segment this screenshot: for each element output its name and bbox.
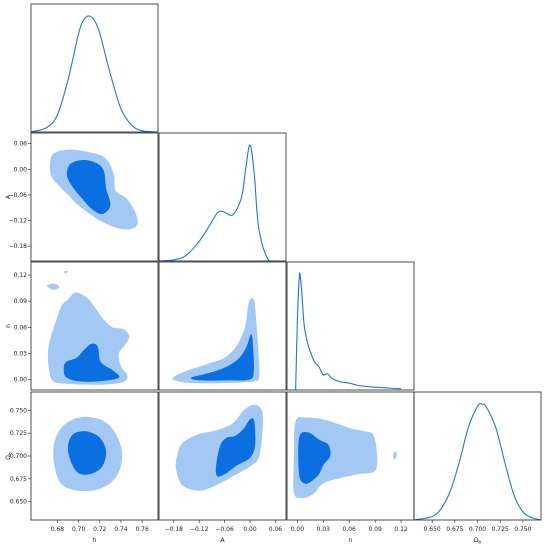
panel-frame xyxy=(158,261,287,391)
marginal-curve-h xyxy=(31,15,158,132)
panel-frame xyxy=(286,261,415,391)
y-tick-label: −0.06 xyxy=(9,192,28,199)
x-tick-label: 0.06 xyxy=(343,526,357,533)
marginal-A xyxy=(159,144,286,261)
y-tick-label: 0.700 xyxy=(10,453,27,460)
x-axis-label-Omega_b: Ωb xyxy=(474,537,482,545)
x-axis-label-n: n xyxy=(349,537,353,544)
y-tick-label: 0.00 xyxy=(14,166,28,173)
contour-panel-h-Omega_b xyxy=(53,416,123,492)
y-axis-label-A: A xyxy=(5,194,12,199)
contour-95-island xyxy=(63,270,69,274)
panel-frame xyxy=(30,132,159,262)
x-tick-label: 0.725 xyxy=(492,526,509,533)
contour-panel-h-A xyxy=(49,149,138,230)
x-tick-label: 0.12 xyxy=(394,526,408,533)
contour-panel-n-Omega_b xyxy=(293,417,397,499)
y-tick-label: 0.00 xyxy=(14,377,28,384)
x-tick-label: 0.68 xyxy=(51,526,65,533)
y-tick-label: 0.650 xyxy=(10,499,27,506)
y-axis-label-n: n xyxy=(5,324,12,328)
contour-68-A-n xyxy=(190,334,255,381)
y-axis-label-Omega_b: Ωb xyxy=(5,452,14,460)
contour-68-h-n xyxy=(63,343,120,382)
x-tick-label: 0.09 xyxy=(368,526,382,533)
y-tick-label: 0.12 xyxy=(14,272,28,279)
x-tick-label: 0.06 xyxy=(269,526,283,533)
x-tick-label: 0.03 xyxy=(317,526,331,533)
contour-68-n-Omega_b xyxy=(298,431,331,484)
panel-frame xyxy=(413,391,542,521)
x-tick-label: 0.650 xyxy=(424,526,441,533)
marginal-n xyxy=(295,272,402,390)
y-tick-label: −0.18 xyxy=(9,243,28,250)
y-tick-label: 0.06 xyxy=(14,324,28,331)
panel-frame xyxy=(158,391,287,521)
marginal-curve-Omega_b xyxy=(414,403,541,520)
x-tick-label: 0.76 xyxy=(135,526,149,533)
y-tick-label: 0.09 xyxy=(14,298,28,305)
panel-frame xyxy=(30,261,159,391)
marginal-curve-n xyxy=(295,272,402,390)
contour-68-h-Omega_b xyxy=(67,431,107,475)
y-tick-label: 0.06 xyxy=(14,141,28,148)
x-tick-label: −0.18 xyxy=(165,526,184,533)
x-tick-label: 0.00 xyxy=(243,526,257,533)
contour-68-h-A xyxy=(66,159,111,215)
marginal-curve-A xyxy=(159,144,286,261)
contour-panel-h-n xyxy=(46,270,130,385)
y-tick-label: −0.12 xyxy=(9,217,28,224)
marginal-Omega_b xyxy=(414,403,541,520)
x-tick-label: −0.06 xyxy=(215,526,234,533)
x-tick-label: 0.74 xyxy=(114,526,128,533)
y-tick-label: 0.725 xyxy=(10,430,27,437)
y-tick-label: 0.03 xyxy=(14,350,28,357)
contour-panel-A-n xyxy=(172,298,260,384)
x-tick-label: −0.12 xyxy=(190,526,209,533)
contour-68-A-Omega_b xyxy=(215,418,256,477)
contour-panel-A-Omega_b xyxy=(175,404,264,491)
marginal-h xyxy=(31,15,158,132)
contour-95-island xyxy=(46,283,60,290)
x-tick-label: 0.675 xyxy=(446,526,463,533)
x-axis-label-A: A xyxy=(220,537,225,544)
panel-frame xyxy=(158,132,287,262)
x-axis-label-h: h xyxy=(93,537,97,544)
x-tick-label: 0.700 xyxy=(469,526,486,533)
y-tick-label: 0.750 xyxy=(10,407,27,414)
contour-95-island xyxy=(393,451,397,460)
y-tick-label: 0.675 xyxy=(10,476,27,483)
x-tick-label: 0.750 xyxy=(514,526,531,533)
x-tick-label: 0.72 xyxy=(93,526,107,533)
x-tick-label: 0.00 xyxy=(291,526,305,533)
panel-frame xyxy=(30,3,159,133)
x-tick-label: 0.70 xyxy=(72,526,86,533)
contour-95-A-Omega_b xyxy=(175,404,264,491)
